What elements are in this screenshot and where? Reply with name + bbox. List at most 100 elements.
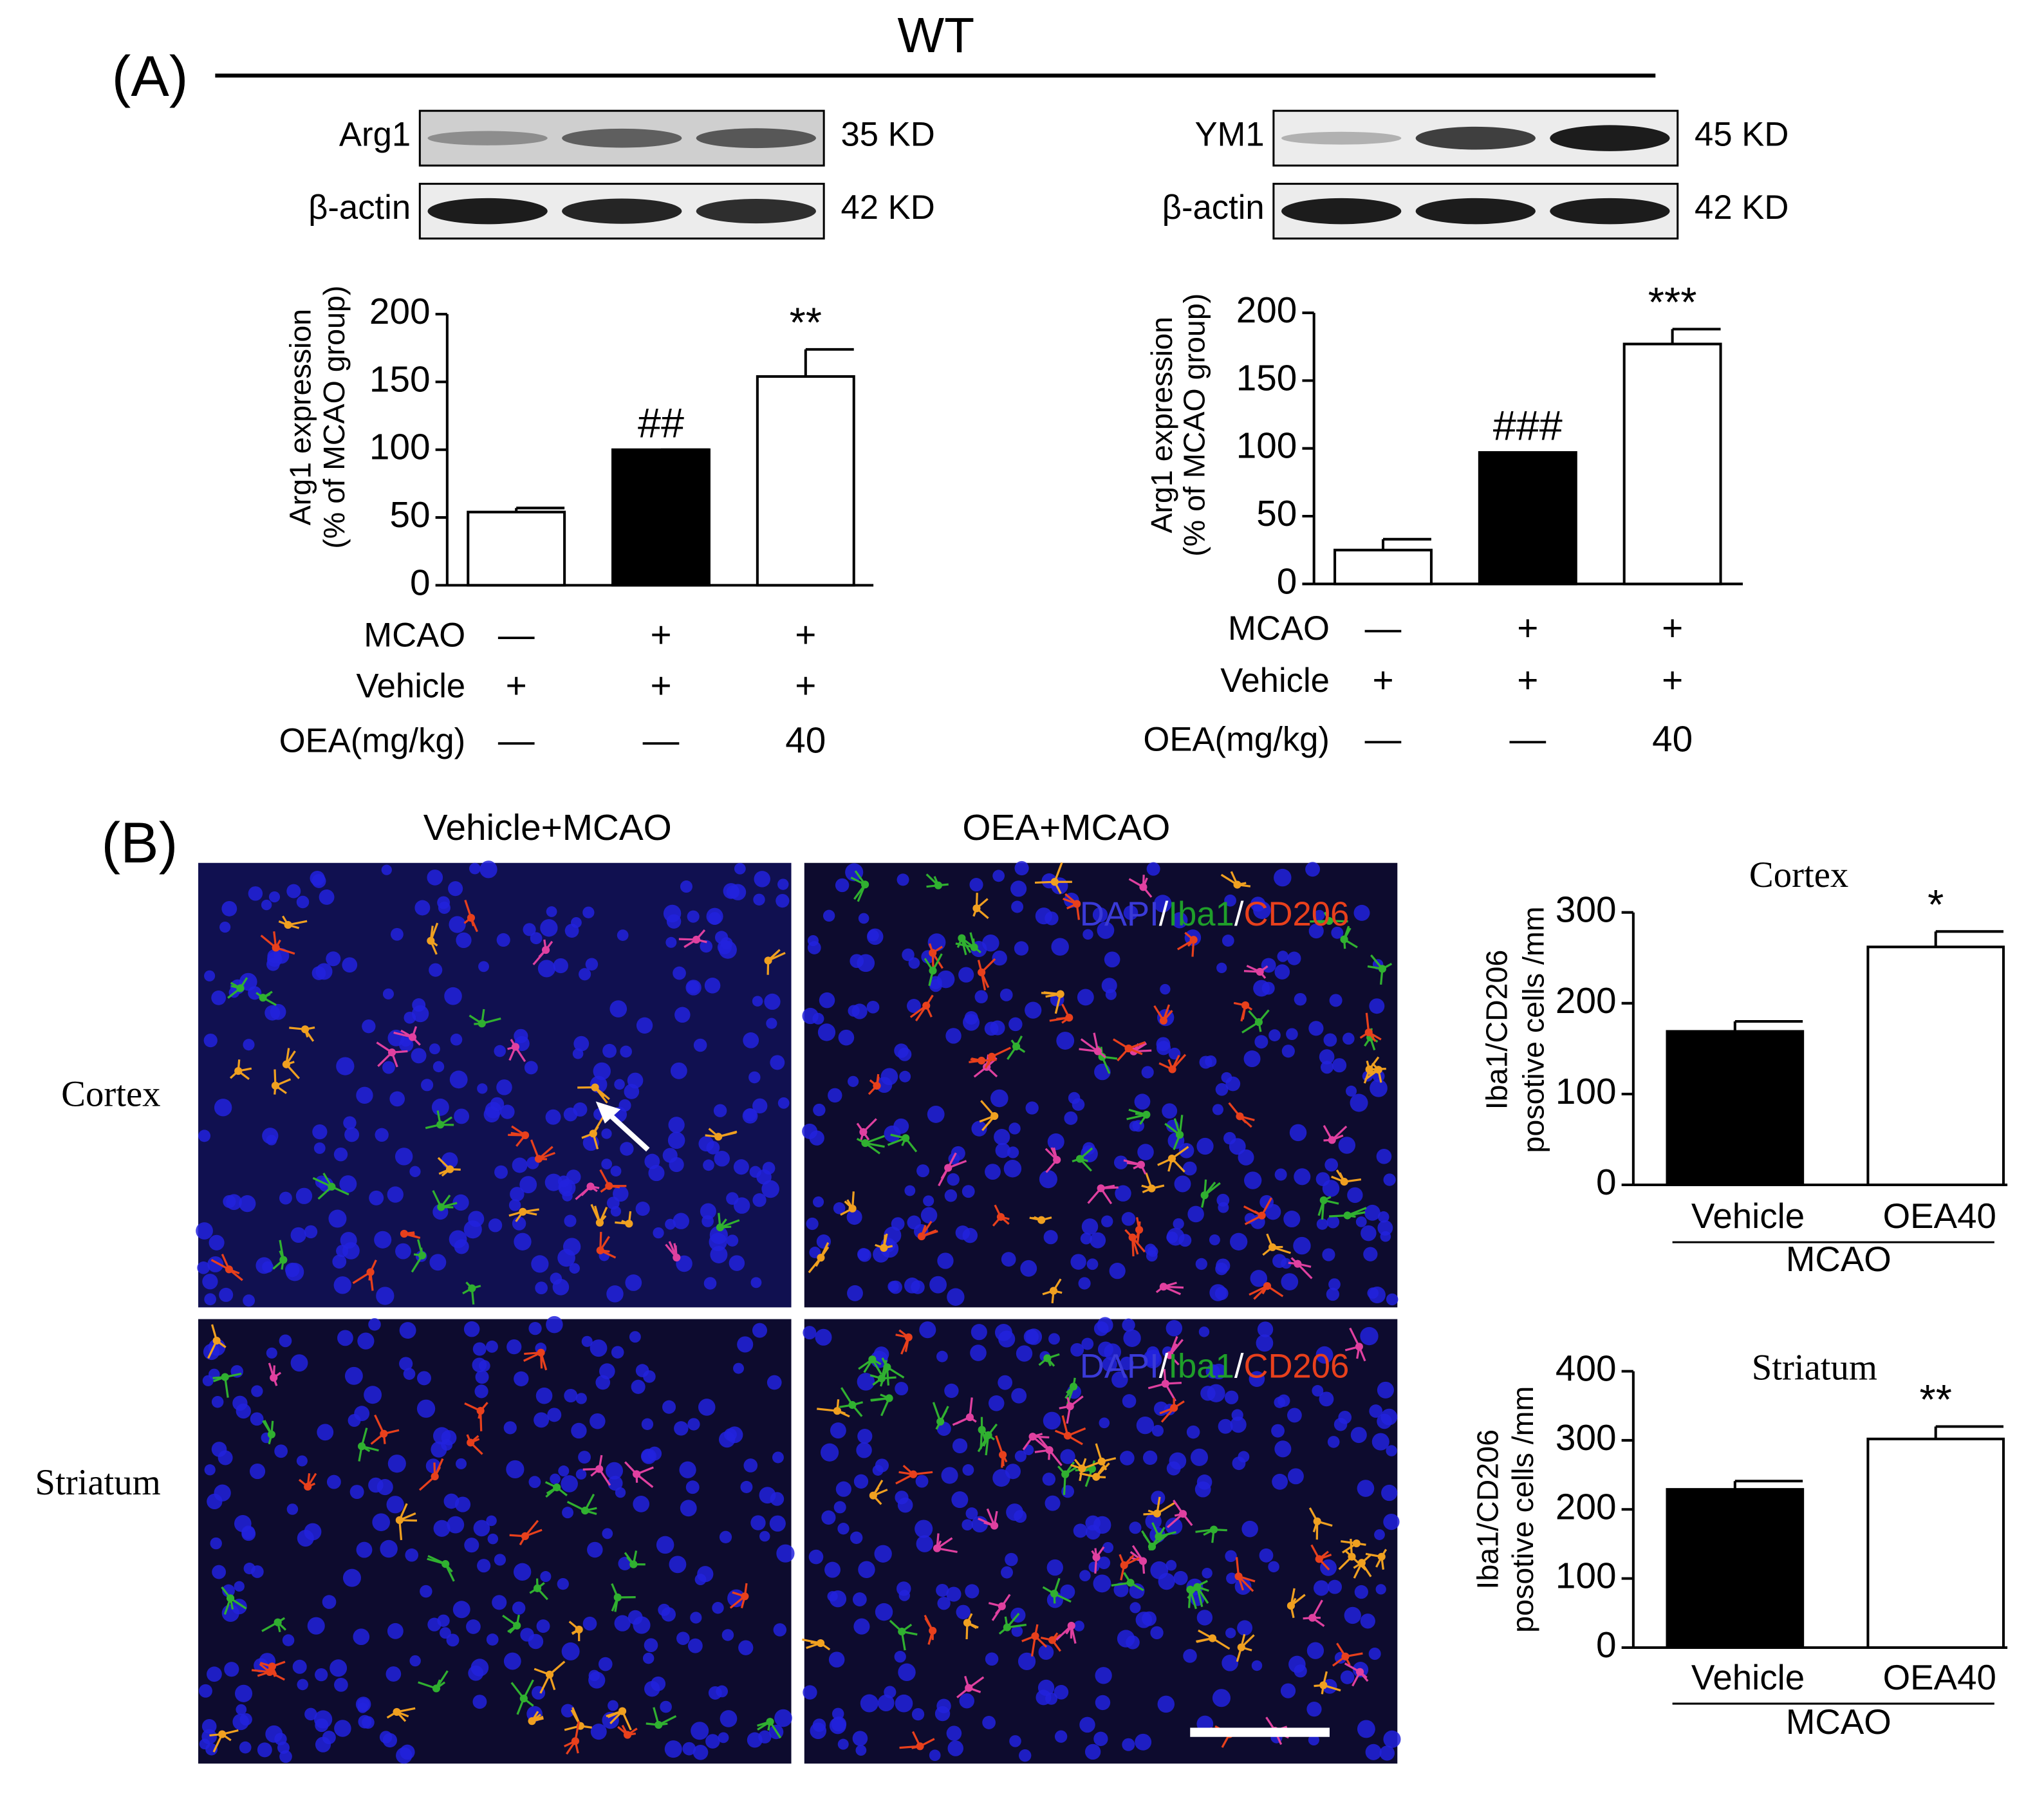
nucleus (858, 913, 869, 924)
nucleus (846, 1209, 862, 1225)
nucleus (332, 1254, 347, 1269)
nucleus (1293, 1236, 1311, 1255)
microglia (629, 1560, 638, 1568)
nucleus (1319, 1391, 1334, 1407)
nucleus (673, 966, 686, 980)
nucleus (1008, 1017, 1023, 1032)
nucleus (432, 1427, 451, 1445)
stain-part: / (1234, 895, 1244, 933)
nucleus (754, 871, 770, 888)
stain-label: DAPI/Iba1/CD206 (1080, 895, 1350, 933)
nucleus (513, 1563, 532, 1581)
nucleus (1073, 1523, 1088, 1538)
nucleus (1294, 1168, 1311, 1186)
nucleus (611, 1346, 624, 1359)
nucleus (550, 1473, 561, 1485)
nucleus (1377, 1381, 1394, 1399)
microglia (1093, 1047, 1102, 1055)
nucleus (1327, 1436, 1340, 1448)
nucleus (806, 1217, 819, 1231)
y-tick-label: 0 (410, 563, 431, 603)
nucleus (1115, 1185, 1131, 1202)
microglia (1193, 1583, 1202, 1591)
microglia (427, 936, 435, 945)
x-tick-label: OEA40 (1883, 1657, 1996, 1697)
nucleus (687, 910, 700, 923)
nucleus (232, 1395, 248, 1411)
nucleus (889, 1280, 902, 1294)
nucleus (239, 1195, 256, 1213)
bar (467, 510, 566, 587)
group-label: WT (898, 8, 975, 63)
nucleus (319, 889, 335, 905)
y-axis-label: (% of MCAO group) (317, 286, 351, 549)
nucleus (443, 1493, 460, 1509)
nucleus (852, 1731, 868, 1746)
microglia (848, 1204, 857, 1213)
nucleus (894, 1043, 909, 1058)
nucleus (753, 893, 765, 906)
microglia (279, 1256, 288, 1264)
nucleus (662, 1400, 676, 1414)
nucleus (339, 1175, 357, 1193)
nucleus (500, 1104, 515, 1119)
microglia (977, 1056, 986, 1065)
nucleus (590, 1413, 606, 1429)
nucleus (368, 1318, 381, 1331)
nucleus (514, 1232, 532, 1251)
nucleus (965, 1507, 978, 1520)
nucleus (1006, 1503, 1023, 1521)
nucleus (777, 1097, 790, 1109)
microglia (859, 1128, 868, 1136)
nucleus (1123, 905, 1138, 920)
nucleus (1230, 1417, 1247, 1433)
nucleus (994, 1129, 1010, 1146)
nucleus (674, 1421, 689, 1436)
nucleus (1186, 1425, 1200, 1439)
nucleus (1274, 868, 1292, 887)
blot-size: 42 KD (1695, 189, 1789, 227)
microglia (437, 1203, 445, 1211)
nucleus (617, 929, 629, 941)
nucleus (929, 1276, 947, 1294)
nucleus (959, 1693, 974, 1709)
microglia (1364, 1028, 1373, 1037)
nucleus (1129, 1583, 1145, 1599)
nucleus (1328, 1278, 1341, 1290)
nucleus (708, 912, 721, 925)
nucleus (1381, 1484, 1398, 1502)
nucleus (944, 1189, 958, 1202)
nucleus (832, 1707, 844, 1720)
nucleus (557, 1577, 569, 1590)
nucleus (1218, 1418, 1233, 1434)
microglia (833, 1407, 842, 1415)
nucleus (1196, 1610, 1213, 1626)
microglia (933, 1544, 942, 1552)
blot-band (696, 199, 817, 224)
nucleus (535, 1281, 548, 1295)
microglia (236, 984, 245, 992)
nucleus (1025, 1101, 1039, 1115)
treatment-cell: 40 (1652, 719, 1693, 759)
nucleus (1064, 1111, 1078, 1125)
y-axis-label: (% of MCAO group) (1178, 293, 1211, 557)
stain-part: Iba1 (1168, 1347, 1234, 1385)
nucleus (466, 1619, 481, 1634)
nucleus (362, 1019, 376, 1034)
nucleus (631, 1379, 646, 1394)
nucleus (693, 1038, 707, 1052)
nucleus (279, 1191, 292, 1205)
microglia (623, 1731, 632, 1739)
nucleus (1274, 1440, 1292, 1458)
nucleus (201, 1719, 217, 1734)
nucleus (358, 1715, 372, 1729)
nucleus (297, 1530, 314, 1547)
microglia (270, 1373, 278, 1382)
nucleus (685, 1480, 700, 1494)
nucleus (304, 1225, 318, 1239)
nucleus (409, 1655, 421, 1667)
nucleus (1274, 964, 1290, 980)
nucleus (812, 1012, 824, 1025)
blot-band (1550, 198, 1670, 225)
nucleus (661, 1607, 676, 1622)
